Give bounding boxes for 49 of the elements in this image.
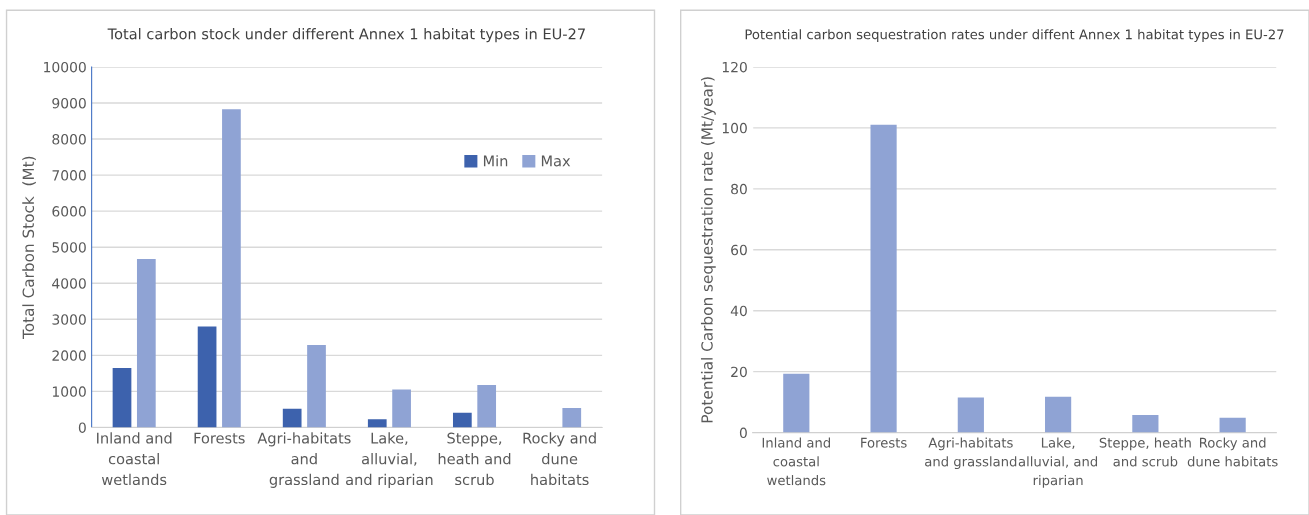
y-tick-label: 60 — [731, 244, 747, 256]
x-tick-label: Agri-habitats and grassland — [925, 437, 1017, 470]
x-tick-label: Lake, alluvial, and riparian — [1018, 437, 1098, 488]
y-tick-label: 1000 — [52, 386, 86, 397]
bar — [870, 124, 897, 433]
x-tick-label: Rocky and dune habitats — [523, 432, 596, 486]
y-tick-label: 120 — [722, 61, 747, 73]
bar — [112, 367, 132, 428]
x-tick-label: Forests — [194, 432, 245, 444]
bar — [367, 419, 387, 428]
bar — [452, 412, 472, 428]
bar — [222, 109, 241, 428]
y-tick-label: 0 — [78, 422, 86, 433]
bar — [197, 326, 217, 428]
y-tick-label: 9000 — [52, 97, 86, 109]
legend-label: Min — [483, 155, 508, 167]
y-tick-label: 3000 — [52, 314, 86, 325]
y-tick-label: 40 — [730, 305, 747, 317]
x-tick-label: Inland and coastal wetlands — [97, 432, 172, 486]
x-tick-label: Steppe, heath and scrub — [438, 432, 511, 486]
y-axis-title: Total Carbon Stock (Mt) — [22, 156, 36, 339]
y-tick-label: 2000 — [52, 350, 86, 361]
y-axis-title: Potential Carbon sequestration rate (Mt/year) — [700, 77, 716, 423]
y-tick-label: 7000 — [52, 170, 86, 181]
bar — [392, 389, 411, 428]
bar — [783, 373, 810, 433]
bar — [1219, 417, 1246, 433]
legend-label: Max — [541, 155, 571, 167]
bar — [562, 407, 582, 428]
y-tick-label: 8000 — [52, 134, 86, 145]
chart-title: Total carbon stock under different Annex 1 habitat types in EU-27 — [107, 28, 585, 43]
y-tick-label: 80 — [731, 183, 747, 195]
bar — [477, 384, 497, 428]
bar — [307, 344, 326, 428]
x-tick-label: Inland and coastal wetlands — [762, 437, 830, 486]
y-tick-label: 0 — [739, 427, 747, 439]
bar — [282, 408, 302, 428]
chart-title: Potential carbon sequestration rates under diffent Annex 1 habitat types in EU-27 — [745, 29, 1284, 42]
bar — [136, 259, 156, 428]
bar — [1132, 414, 1159, 433]
bar — [957, 397, 984, 433]
y-tick-label: 20 — [731, 366, 747, 378]
y-tick-label: 4000 — [52, 278, 86, 289]
bar — [1045, 396, 1072, 433]
y-tick-label: 100 — [722, 122, 747, 134]
y-tick-label: 10000 — [44, 61, 86, 73]
y-tick-label: 6000 — [52, 206, 86, 217]
x-tick-label: Forests — [861, 437, 907, 448]
y-tick-label: 5000 — [52, 242, 86, 253]
